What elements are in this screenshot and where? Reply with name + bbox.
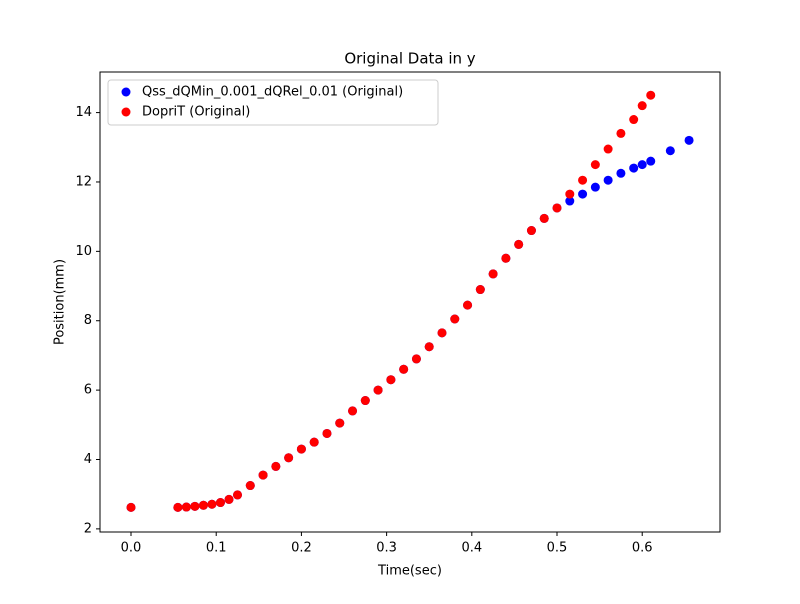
y-tick-label: 14 bbox=[75, 105, 92, 120]
point bbox=[590, 182, 600, 192]
point bbox=[215, 498, 225, 508]
point bbox=[322, 428, 332, 438]
point bbox=[207, 499, 217, 509]
point bbox=[463, 300, 473, 310]
point bbox=[271, 461, 281, 471]
point bbox=[411, 354, 421, 364]
point bbox=[629, 115, 639, 125]
point bbox=[616, 168, 626, 178]
point bbox=[424, 342, 434, 352]
x-tick-label: 0.3 bbox=[376, 541, 397, 556]
point bbox=[284, 453, 294, 463]
legend-box bbox=[107, 79, 439, 126]
point bbox=[637, 160, 647, 170]
point bbox=[646, 90, 656, 100]
point bbox=[590, 160, 600, 170]
y-tick-label: 10 bbox=[75, 244, 92, 259]
y-tick-label: 4 bbox=[84, 452, 92, 467]
point bbox=[190, 501, 200, 511]
point bbox=[399, 364, 409, 374]
point bbox=[526, 226, 536, 236]
point bbox=[665, 146, 675, 156]
point bbox=[224, 494, 234, 504]
x-tick-label: 0.4 bbox=[461, 541, 482, 556]
point bbox=[258, 470, 268, 480]
y-axis-label: Position(mm) bbox=[53, 259, 68, 345]
point bbox=[198, 500, 208, 510]
point bbox=[637, 101, 647, 111]
point bbox=[501, 253, 511, 263]
point bbox=[296, 444, 306, 454]
point bbox=[616, 128, 626, 138]
y-tick-label: 2 bbox=[84, 521, 92, 536]
point bbox=[373, 385, 383, 395]
point bbox=[126, 502, 136, 512]
point bbox=[386, 375, 396, 385]
point bbox=[629, 163, 639, 173]
x-tick-label: 0.6 bbox=[632, 541, 653, 556]
point bbox=[181, 502, 191, 512]
point bbox=[565, 189, 575, 199]
legend-label: DopriT (Original) bbox=[142, 105, 250, 120]
point bbox=[450, 314, 460, 324]
legend-label: Qss_dQMin_0.001_dQRel_0.01 (Original) bbox=[142, 85, 403, 100]
point bbox=[437, 328, 447, 338]
point bbox=[539, 213, 549, 223]
x-tick-label: 0.5 bbox=[547, 541, 568, 556]
chart-title: Original Data in y bbox=[344, 50, 475, 68]
point bbox=[578, 189, 588, 199]
legend-marker bbox=[121, 107, 131, 117]
x-axis-label: Time(sec) bbox=[377, 564, 442, 579]
point bbox=[348, 406, 358, 416]
point bbox=[646, 156, 656, 166]
legend-marker bbox=[121, 87, 131, 97]
point bbox=[578, 175, 588, 185]
plot-frame bbox=[99, 71, 721, 533]
y-tick-label: 6 bbox=[84, 383, 92, 398]
point bbox=[309, 437, 319, 447]
point bbox=[552, 203, 562, 213]
point bbox=[475, 285, 485, 295]
point bbox=[173, 502, 183, 512]
y-tick-label: 12 bbox=[75, 174, 92, 189]
point bbox=[245, 481, 255, 491]
x-tick-label: 0.0 bbox=[121, 541, 142, 556]
point bbox=[565, 196, 575, 206]
x-tick-label: 0.1 bbox=[206, 541, 227, 556]
y-tick-label: 8 bbox=[84, 313, 92, 328]
point bbox=[603, 144, 613, 154]
x-tick-label: 0.2 bbox=[291, 541, 312, 556]
point bbox=[360, 396, 370, 406]
point bbox=[514, 239, 524, 249]
point bbox=[603, 175, 613, 185]
point bbox=[233, 490, 243, 500]
point bbox=[684, 135, 694, 145]
point bbox=[488, 269, 498, 279]
point bbox=[335, 418, 345, 428]
